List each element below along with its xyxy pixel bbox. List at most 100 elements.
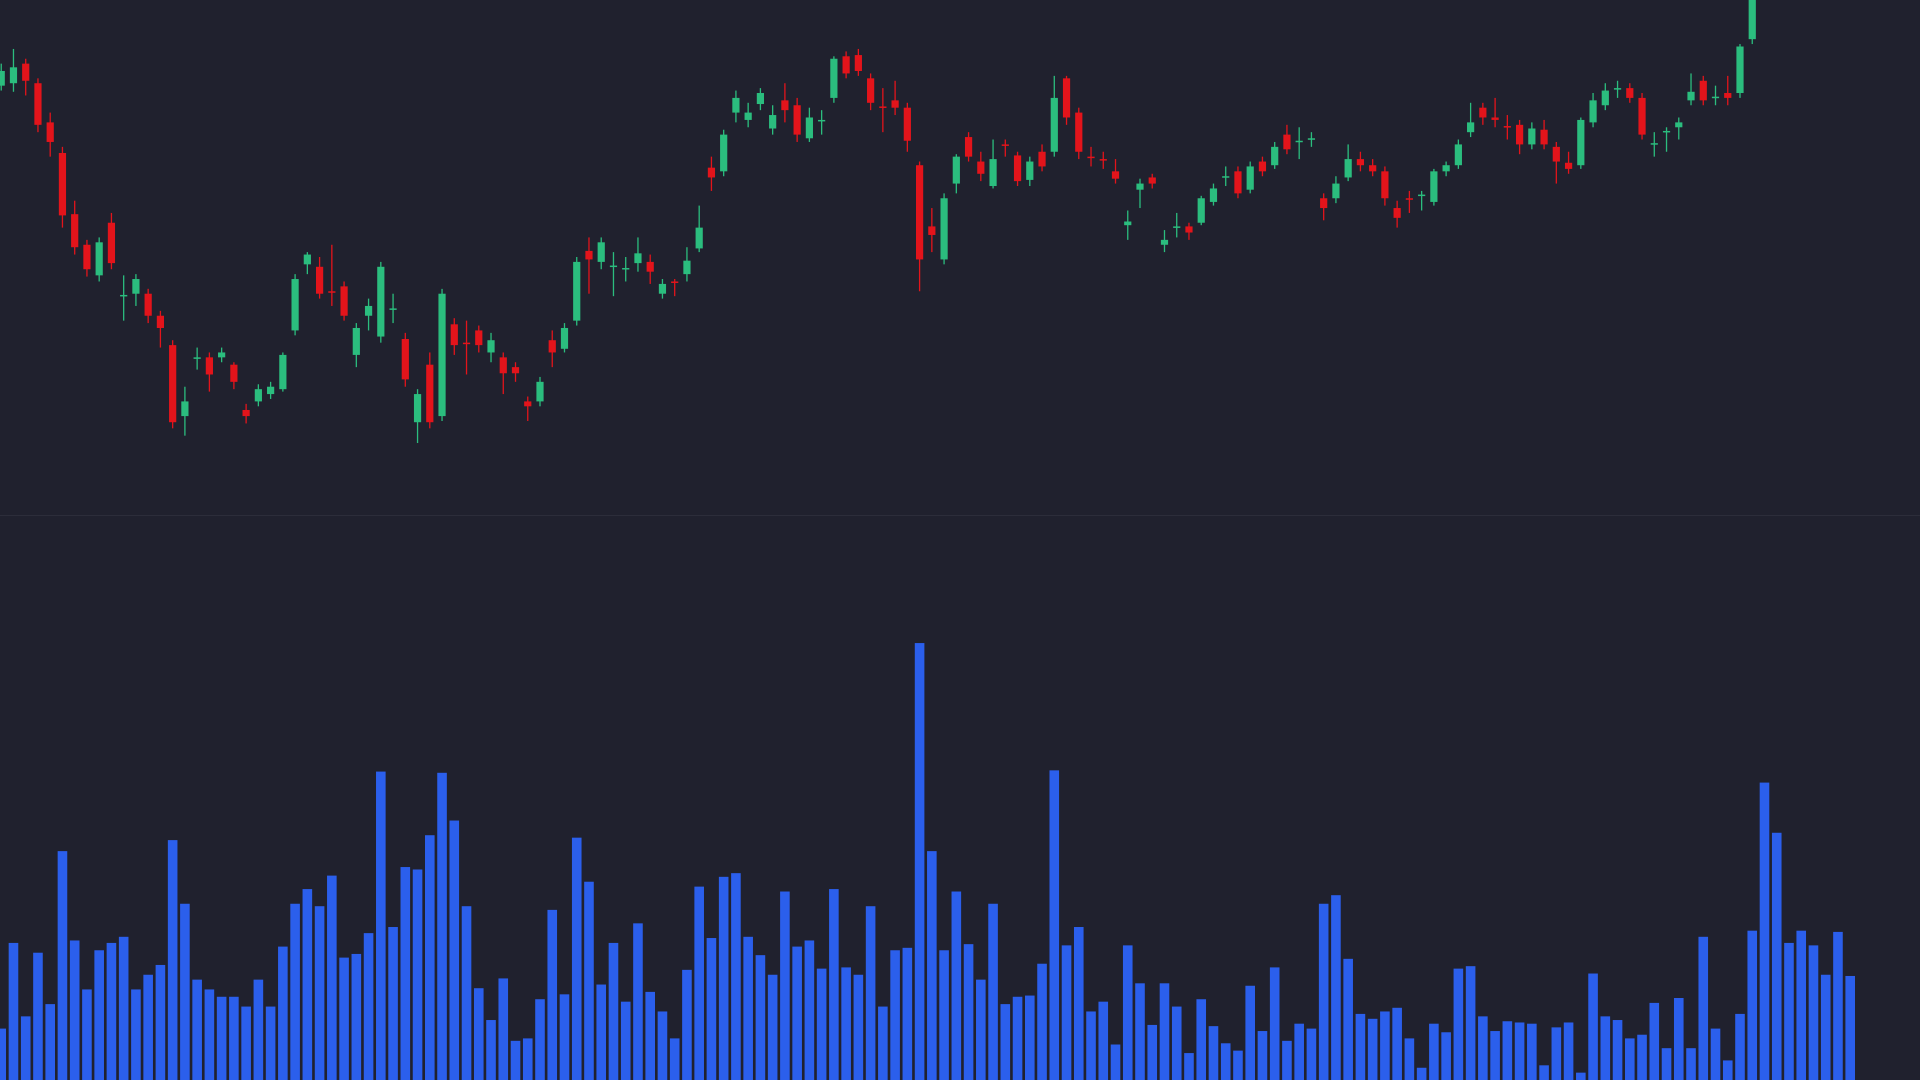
volume-bar xyxy=(106,942,117,1080)
volume-bar xyxy=(890,950,900,1080)
volume-bar xyxy=(1478,1016,1488,1080)
candle-body xyxy=(1467,122,1475,133)
candle-body xyxy=(413,394,422,423)
volume-bar xyxy=(706,938,717,1080)
candle-body xyxy=(854,55,862,71)
candle-body xyxy=(952,156,960,184)
volume-bar xyxy=(8,942,19,1080)
volume-bar xyxy=(449,820,460,1080)
volume-bar xyxy=(767,974,778,1080)
volume-bar xyxy=(1282,1040,1292,1080)
volume-bar xyxy=(1367,1018,1378,1080)
candle-body xyxy=(1099,159,1107,161)
candle-body xyxy=(1662,130,1671,133)
volume-bar xyxy=(1343,958,1353,1080)
candle-body xyxy=(720,134,728,172)
volume-bar xyxy=(1208,1026,1219,1080)
candle-body xyxy=(1589,100,1597,123)
volume-bar xyxy=(204,989,215,1080)
volume-bar xyxy=(1698,936,1709,1080)
volume-bar xyxy=(1147,1024,1158,1080)
candle-body xyxy=(915,165,924,260)
candle-body xyxy=(1748,0,1756,40)
candle-body xyxy=(1393,208,1401,218)
volume-bar xyxy=(1600,1016,1611,1080)
volume-pane xyxy=(0,643,1856,1080)
volume-bar xyxy=(253,979,264,1080)
candle-body xyxy=(1405,198,1413,200)
candle-body xyxy=(989,159,997,187)
volume-bar xyxy=(400,867,411,1080)
volume-bar xyxy=(1318,903,1329,1080)
candle-body xyxy=(707,167,716,178)
volume-bar xyxy=(1135,983,1145,1080)
volume-bar xyxy=(461,906,472,1080)
candle-body xyxy=(193,357,201,359)
candle-body xyxy=(977,161,985,174)
candle-body xyxy=(1246,166,1254,190)
candle-body xyxy=(291,279,299,331)
volume-bar xyxy=(547,909,558,1080)
candle-body xyxy=(328,291,336,293)
volume-bar xyxy=(1049,770,1060,1080)
volume-bar xyxy=(718,876,729,1080)
candle-body xyxy=(1271,146,1279,166)
volume-bar xyxy=(363,933,374,1080)
volume-bar xyxy=(914,643,925,1080)
volume-bar xyxy=(1747,930,1758,1080)
volume-bar xyxy=(1502,1021,1513,1080)
candle-body xyxy=(940,198,948,260)
volume-bar xyxy=(1527,1023,1537,1080)
candle-body xyxy=(0,70,5,86)
candle-body xyxy=(1564,162,1573,169)
volume-bar xyxy=(1722,1060,1733,1080)
candle-body xyxy=(1001,144,1009,146)
candle-body xyxy=(793,105,801,135)
candle-body xyxy=(1711,96,1720,99)
candle-body xyxy=(585,250,593,260)
candle-body xyxy=(1124,221,1132,226)
candle-body xyxy=(1528,128,1536,145)
volume-bar xyxy=(682,969,692,1080)
candle-body xyxy=(475,330,483,346)
candle-body xyxy=(1075,112,1083,152)
volume-bar xyxy=(1588,973,1598,1080)
volume-bar xyxy=(473,988,484,1080)
candle-body xyxy=(71,214,79,248)
volume-bar xyxy=(1171,1006,1182,1080)
volume-bar xyxy=(1098,1001,1109,1080)
candle-body xyxy=(1283,134,1291,150)
volume-bar xyxy=(265,1006,276,1080)
candle-body xyxy=(181,401,189,417)
candle-body xyxy=(511,367,520,374)
volume-bar xyxy=(780,891,790,1080)
volume-bar xyxy=(510,1040,521,1080)
volume-bar xyxy=(1429,1023,1439,1080)
volume-bar xyxy=(33,952,43,1080)
candle-body xyxy=(450,324,458,346)
candle-body xyxy=(560,327,569,349)
volume-bar xyxy=(645,991,656,1080)
volume-bar xyxy=(229,996,239,1080)
volume-bar xyxy=(1649,1002,1660,1080)
volume-bar xyxy=(302,889,313,1080)
volume-bar xyxy=(290,903,300,1080)
volume-bar xyxy=(841,967,851,1080)
candle-body xyxy=(315,266,324,294)
volume-bar xyxy=(522,1038,533,1080)
volume-bar xyxy=(1294,1023,1304,1080)
volume-bar xyxy=(1710,1028,1721,1080)
candle-body xyxy=(1540,129,1548,145)
volume-bar xyxy=(1024,995,1035,1080)
volume-bar xyxy=(927,851,937,1080)
volume-bar xyxy=(486,1020,496,1080)
volume-bar xyxy=(1661,1048,1672,1080)
candle-body xyxy=(818,119,826,122)
volume-bar xyxy=(69,940,80,1080)
volume-bar xyxy=(1233,1050,1243,1080)
candle-body xyxy=(426,364,434,423)
volume-bar xyxy=(829,889,839,1080)
candle-body xyxy=(891,100,899,108)
volume-bar xyxy=(988,903,998,1080)
candle-body xyxy=(1136,183,1144,190)
